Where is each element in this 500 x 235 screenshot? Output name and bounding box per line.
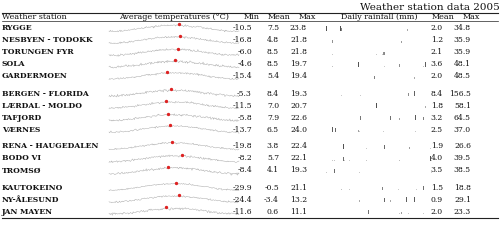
Text: 0.6: 0.6 (267, 208, 279, 215)
Text: TORUNGEN FYR: TORUNGEN FYR (2, 48, 74, 56)
Text: 48.5: 48.5 (454, 73, 471, 81)
Text: Average temperatures (°C): Average temperatures (°C) (119, 13, 229, 21)
Text: -8.4: -8.4 (238, 167, 252, 175)
Text: 5.4: 5.4 (267, 73, 279, 81)
Text: 7.5: 7.5 (267, 24, 279, 32)
Text: 2.1: 2.1 (431, 48, 443, 56)
Text: 35.9: 35.9 (454, 48, 471, 56)
Text: 7.9: 7.9 (267, 114, 279, 121)
Text: 37.0: 37.0 (454, 125, 471, 133)
Text: KAUTOKEINO: KAUTOKEINO (2, 184, 64, 192)
Text: RENA - HAUGEDALEN: RENA - HAUGEDALEN (2, 142, 98, 150)
Text: 3.6: 3.6 (431, 60, 443, 68)
Text: 23.3: 23.3 (454, 208, 471, 215)
Text: JAN MAYEN: JAN MAYEN (2, 208, 53, 215)
Text: -16.8: -16.8 (232, 36, 252, 44)
Text: 29.1: 29.1 (454, 196, 471, 204)
Text: Mean: Mean (432, 13, 454, 21)
Text: 3.8: 3.8 (267, 142, 279, 150)
Text: 21.8: 21.8 (290, 36, 307, 44)
Text: -13.7: -13.7 (232, 125, 252, 133)
Text: TROMSØ: TROMSØ (2, 167, 42, 175)
Text: LÆRDAL - MOLDO: LÆRDAL - MOLDO (2, 102, 82, 110)
Text: 20.7: 20.7 (290, 102, 307, 110)
Text: 4.0: 4.0 (431, 154, 443, 162)
Text: -11.5: -11.5 (232, 102, 252, 110)
Text: 1.8: 1.8 (431, 102, 443, 110)
Text: RYGGE: RYGGE (2, 24, 32, 32)
Text: 1.2: 1.2 (431, 36, 443, 44)
Text: SOLA: SOLA (2, 60, 26, 68)
Text: 22.1: 22.1 (290, 154, 307, 162)
Text: -15.4: -15.4 (232, 73, 252, 81)
Text: 39.5: 39.5 (454, 154, 471, 162)
Text: 34.8: 34.8 (454, 24, 471, 32)
Text: 3.5: 3.5 (431, 167, 443, 175)
Text: 1.5: 1.5 (431, 184, 443, 192)
Text: 5.7: 5.7 (267, 154, 279, 162)
Text: 13.2: 13.2 (290, 196, 307, 204)
Text: 3.2: 3.2 (431, 114, 443, 121)
Text: NY-ÅLESUND: NY-ÅLESUND (2, 196, 59, 204)
Text: -0.5: -0.5 (264, 184, 279, 192)
Text: 24.0: 24.0 (290, 125, 307, 133)
Text: -5.8: -5.8 (238, 114, 252, 121)
Text: 23.8: 23.8 (290, 24, 307, 32)
Text: -5.3: -5.3 (237, 90, 252, 98)
Text: GARDERMOEN: GARDERMOEN (2, 73, 68, 81)
Text: 19.3: 19.3 (290, 167, 307, 175)
Text: 2.0: 2.0 (431, 24, 443, 32)
Text: 22.4: 22.4 (290, 142, 307, 150)
Text: 22.6: 22.6 (290, 114, 307, 121)
Text: 19.3: 19.3 (290, 90, 307, 98)
Text: 18.8: 18.8 (454, 184, 471, 192)
Text: 38.5: 38.5 (454, 167, 471, 175)
Text: 26.6: 26.6 (454, 142, 471, 150)
Text: 8.5: 8.5 (267, 60, 279, 68)
Text: Weather station data 2005: Weather station data 2005 (360, 3, 500, 12)
Text: -8.2: -8.2 (238, 154, 252, 162)
Text: 1.9: 1.9 (431, 142, 443, 150)
Text: Mean: Mean (268, 13, 290, 21)
Text: Max: Max (298, 13, 316, 21)
Text: 8.5: 8.5 (267, 48, 279, 56)
Text: 7.0: 7.0 (267, 102, 279, 110)
Text: Max: Max (462, 13, 479, 21)
Text: 48.1: 48.1 (454, 60, 471, 68)
Text: 4.8: 4.8 (267, 36, 279, 44)
Text: 11.1: 11.1 (290, 208, 307, 215)
Text: TAFJORD: TAFJORD (2, 114, 42, 121)
Text: 6.5: 6.5 (267, 125, 279, 133)
Text: 19.4: 19.4 (290, 73, 307, 81)
Text: -3.4: -3.4 (264, 196, 279, 204)
Text: 64.5: 64.5 (454, 114, 471, 121)
Text: 4.1: 4.1 (267, 167, 279, 175)
Text: 0.9: 0.9 (431, 196, 443, 204)
Text: 2.0: 2.0 (431, 208, 443, 215)
Text: BODO VI: BODO VI (2, 154, 41, 162)
Text: 58.1: 58.1 (454, 102, 471, 110)
Text: 21.1: 21.1 (290, 184, 307, 192)
Text: -6.0: -6.0 (238, 48, 252, 56)
Text: 19.7: 19.7 (290, 60, 307, 68)
Text: Min: Min (244, 13, 260, 21)
Text: -4.6: -4.6 (238, 60, 252, 68)
Text: 8.4: 8.4 (431, 90, 443, 98)
Text: 2.5: 2.5 (431, 125, 443, 133)
Text: -19.8: -19.8 (232, 142, 252, 150)
Text: -10.5: -10.5 (232, 24, 252, 32)
Text: 2.0: 2.0 (431, 73, 443, 81)
Text: -11.6: -11.6 (232, 208, 252, 215)
Text: -29.9: -29.9 (232, 184, 252, 192)
Text: NESBYEN - TODOKK: NESBYEN - TODOKK (2, 36, 92, 44)
Text: 8.4: 8.4 (267, 90, 279, 98)
Text: VÆRNES: VÆRNES (2, 125, 40, 133)
Text: 35.9: 35.9 (454, 36, 471, 44)
Text: 156.5: 156.5 (449, 90, 471, 98)
Text: BERGEN - FLORIDA: BERGEN - FLORIDA (2, 90, 89, 98)
Text: 21.8: 21.8 (290, 48, 307, 56)
Text: Daily rainfall (mm): Daily rainfall (mm) (340, 13, 417, 21)
Text: Weather station: Weather station (2, 13, 67, 21)
Text: -24.4: -24.4 (232, 196, 252, 204)
